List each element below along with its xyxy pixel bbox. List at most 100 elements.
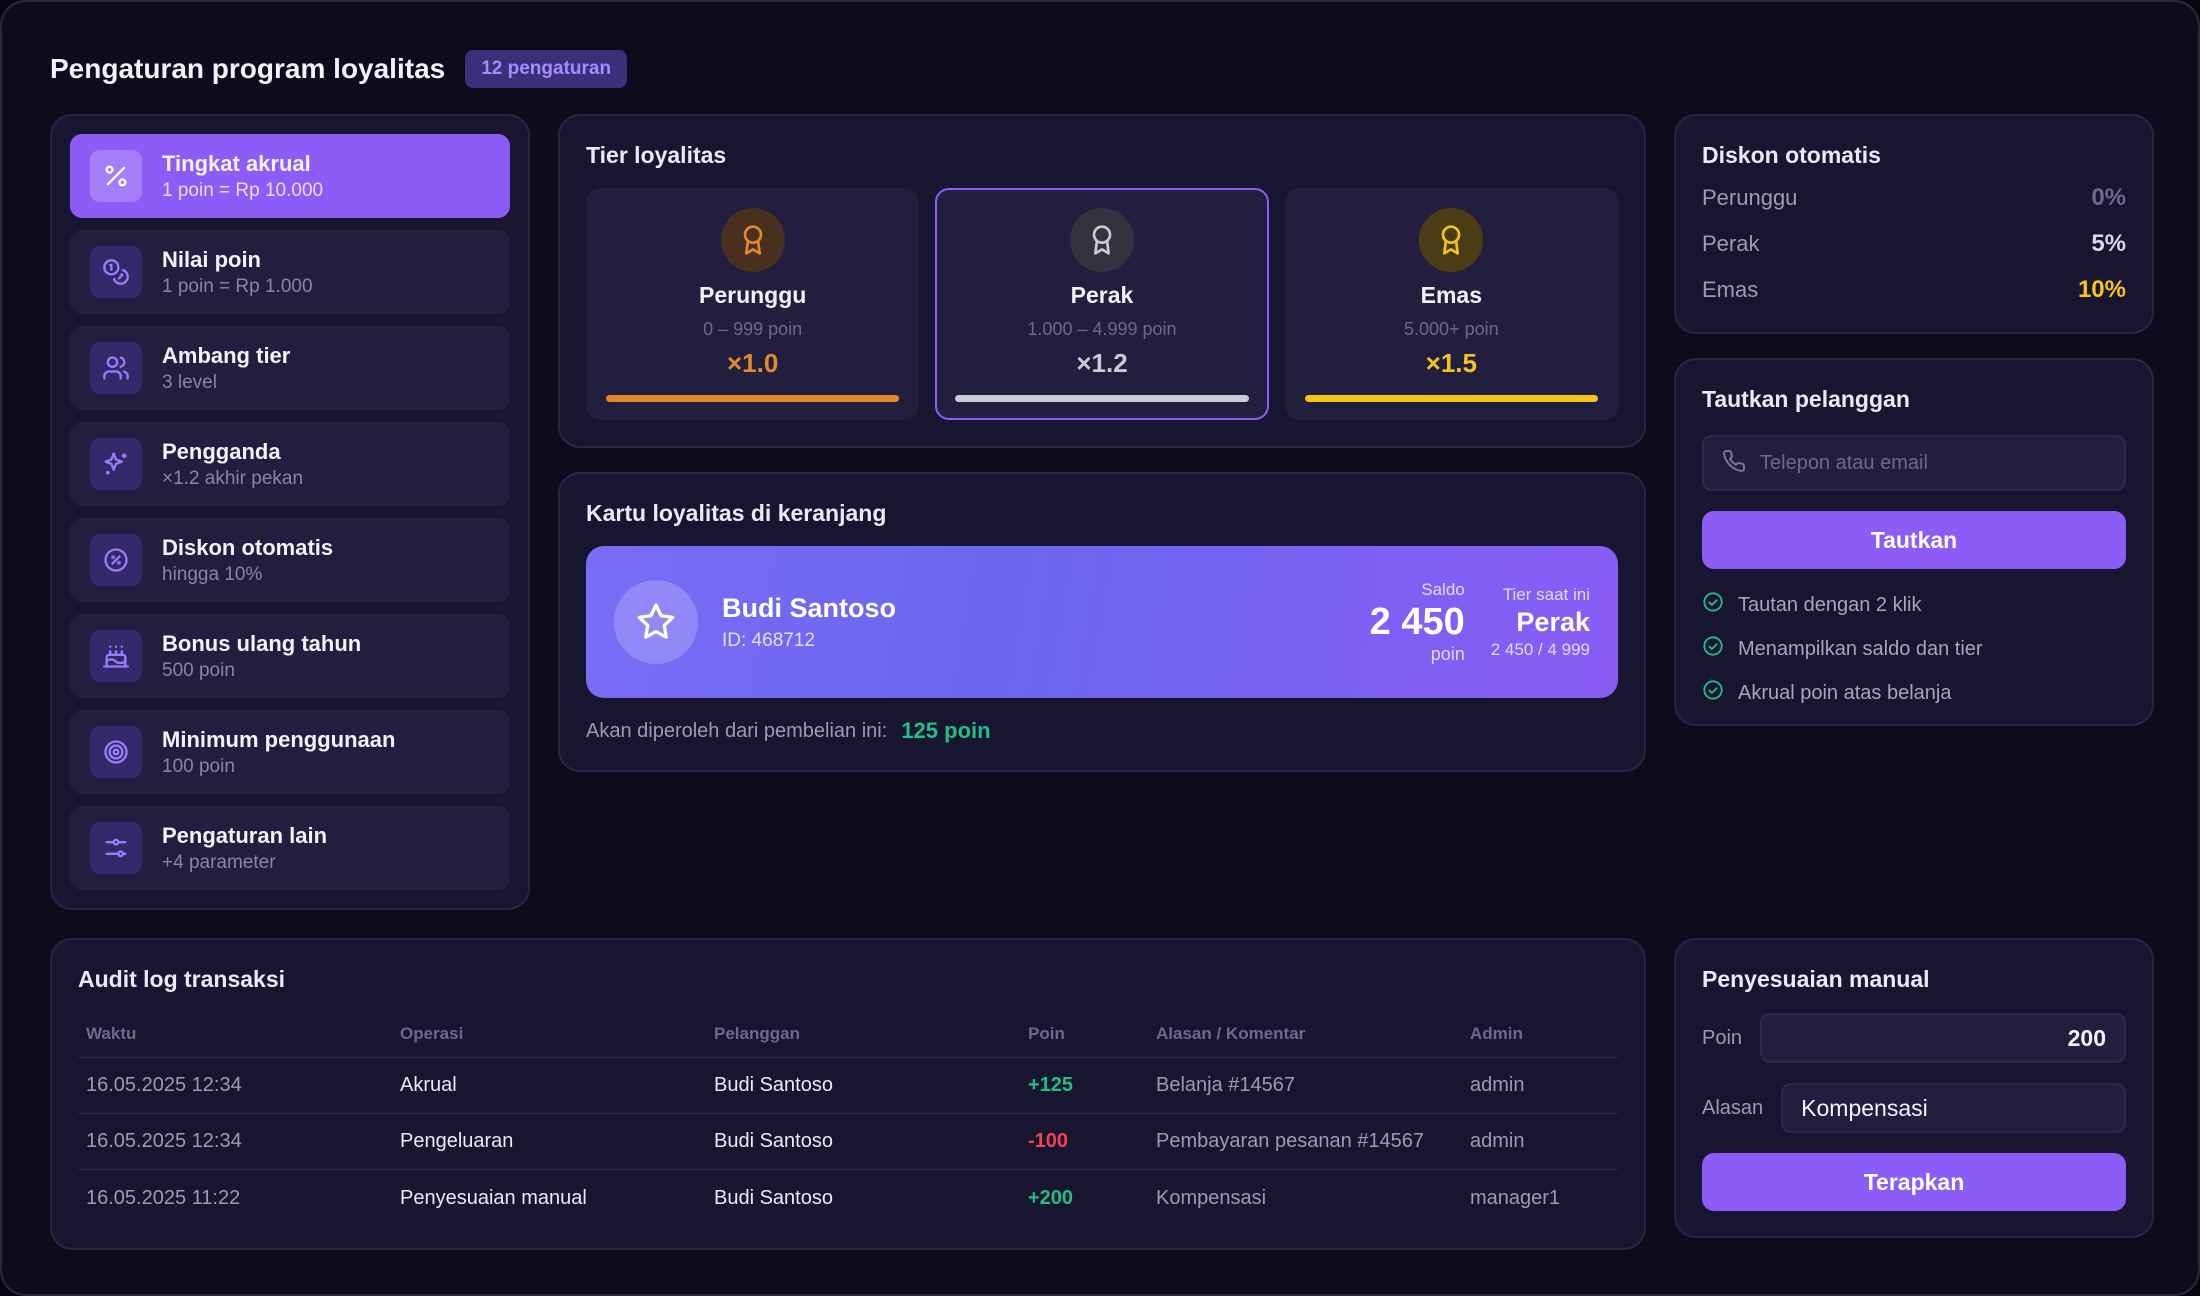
cell-points: -100	[1028, 1130, 1069, 1152]
sidebar-item-other-settings[interactable]: Pengaturan lain +4 parameter	[70, 806, 510, 890]
sidebar-item-label: Pengaturan lain	[162, 822, 328, 848]
auto-discount-card: Diskon otomatis Perunggu 0% Perak 5% Ema…	[1674, 114, 2154, 334]
column-header[interactable]: Operasi	[400, 1023, 464, 1043]
coins-icon	[90, 246, 142, 298]
tier-color-bar	[606, 395, 900, 402]
current-tier-label: Tier saat ini	[1502, 584, 1590, 604]
sidebar-item-sub: hingga 10%	[162, 563, 263, 585]
reason-input[interactable]	[1781, 1083, 2126, 1133]
cell-points: +200	[1028, 1186, 1074, 1209]
reason-label: Alasan	[1702, 1096, 1764, 1119]
sidebar-item-minimum-redemption[interactable]: Minimum penggunaan 100 poin	[70, 710, 510, 794]
sidebar-item-accrual-rate[interactable]: Tingkat akrual 1 poin = Rp 10.000	[70, 134, 510, 218]
earn-label: Akan diperoleh dari pembelian ini:	[586, 719, 888, 742]
cell-time: 16.05.2025 12:34	[86, 1130, 242, 1152]
audit-table: Waktu Operasi Pelanggan Poin Alasan / Ko…	[78, 1010, 1618, 1226]
table-row[interactable]: 16.05.2025 12:34 Pengeluaran Budi Santos…	[78, 1114, 1618, 1170]
reason-field-row: Alasan	[1702, 1083, 2126, 1133]
cart-card-title: Kartu loyalitas di keranjang	[586, 500, 887, 526]
column-header[interactable]: Waktu	[86, 1023, 137, 1043]
check-item: Menampilkan saldo dan tier	[1702, 627, 2126, 671]
manual-title: Penyesuaian manual	[1702, 966, 1930, 992]
discount-tier-name: Perunggu	[1702, 185, 1798, 210]
points-balance: Saldo 2 450 poin	[1370, 580, 1465, 665]
check-item-label: Akrual poin atas belanja	[1738, 681, 1952, 704]
points-input[interactable]	[1760, 1013, 2126, 1063]
balance-label: Saldo	[1421, 579, 1465, 599]
earn-points: 125 poin	[901, 718, 991, 743]
column-header[interactable]: Pelanggan	[714, 1023, 800, 1043]
customer-name: Budi Santoso	[722, 592, 896, 623]
cell-customer: Budi Santoso	[714, 1074, 833, 1096]
column-header[interactable]: Admin	[1470, 1023, 1523, 1043]
loyalty-card-banner[interactable]: Budi Santoso ID: 468712 Saldo 2 450 poin…	[586, 546, 1618, 698]
sidebar-item-sub: 1 poin = Rp 10.000	[162, 179, 324, 201]
cell-reason: Kompensasi	[1156, 1186, 1267, 1209]
phone-email-input[interactable]	[1760, 451, 2106, 475]
discount-tier-name: Emas	[1702, 277, 1759, 302]
sidebar-item-label: Tingkat akrual	[162, 150, 311, 176]
tier-name: Perak	[1070, 282, 1134, 308]
settings-count-badge: 12 pengaturan	[465, 50, 628, 88]
sidebar-item-auto-discount[interactable]: Diskon otomatis hingga 10%	[70, 518, 510, 602]
table-row[interactable]: 16.05.2025 11:22 Penyesuaian manual Budi…	[78, 1170, 1618, 1226]
cell-time: 16.05.2025 11:22	[86, 1186, 241, 1209]
manual-adjustment-card: Penyesuaian manual Poin Alasan Terapkan	[1674, 938, 2154, 1238]
cell-operation: Pengeluaran	[400, 1130, 514, 1152]
cell-reason: Pembayaran pesanan #14567	[1156, 1130, 1424, 1152]
loyalty-tiers-card: Tier loyalitas Perunggu 0 – 999 poin ×1.…	[558, 114, 1646, 448]
tier-card-gold[interactable]: Emas 5.000+ poin ×1.5	[1284, 188, 1618, 420]
phone-icon	[1722, 449, 1746, 478]
customer-id: ID: 468712	[722, 629, 815, 651]
sidebar-item-sub: 500 poin	[162, 659, 235, 681]
column-header[interactable]: Poin	[1028, 1023, 1065, 1043]
cart-loyalty-card: Kartu loyalitas di keranjang Budi Santos…	[558, 472, 1646, 772]
tier-progress: 2 450 / 4 999	[1490, 639, 1590, 659]
earn-summary: Akan diperoleh dari pembelian ini: 125 p…	[586, 718, 991, 744]
star-icon	[614, 580, 698, 664]
check-item-label: Menampilkan saldo dan tier	[1738, 637, 1983, 660]
cell-operation: Penyesuaian manual	[400, 1186, 587, 1209]
tier-range: 5.000+ poin	[1404, 319, 1499, 339]
settings-sidebar: Tingkat akrual 1 poin = Rp 10.000 Nilai …	[50, 114, 530, 910]
apply-button[interactable]: Terapkan	[1702, 1153, 2126, 1211]
tier-card-bronze[interactable]: Perunggu 0 – 999 poin ×1.0	[586, 188, 920, 420]
tier-name: Perunggu	[698, 282, 807, 308]
balance-value: 2 450	[1369, 600, 1465, 643]
tier-range: 0 – 999 poin	[703, 319, 803, 339]
phone-email-field[interactable]	[1702, 435, 2126, 491]
sidebar-item-label: Bonus ulang tahun	[162, 630, 362, 656]
sidebar-item-multiplier[interactable]: Pengganda ×1.2 akhir pekan	[70, 422, 510, 506]
sidebar-item-sub: 100 poin	[162, 755, 235, 777]
cell-points: +125	[1028, 1074, 1074, 1096]
sidebar-item-label: Minimum penggunaan	[162, 726, 396, 752]
sidebar-item-point-value[interactable]: Nilai poin 1 poin = Rp 1.000	[70, 230, 510, 314]
cell-admin: admin	[1470, 1074, 1525, 1096]
audit-title: Audit log transaksi	[78, 966, 286, 992]
column-header[interactable]: Alasan / Komentar	[1156, 1023, 1306, 1043]
check-item: Akrual poin atas belanja	[1702, 671, 2126, 715]
tier-multiplier: ×1.2	[1076, 348, 1128, 378]
sliders-icon	[90, 822, 142, 874]
tier-color-bar	[1304, 395, 1598, 402]
link-customer-button[interactable]: Tautkan	[1702, 511, 2126, 569]
discount-value: 10%	[2077, 276, 2126, 303]
sparkles-icon	[90, 438, 142, 490]
table-row[interactable]: 16.05.2025 12:34 Akrual Budi Santoso +12…	[78, 1058, 1618, 1114]
check-item-label: Tautan dengan 2 klik	[1738, 593, 1922, 616]
sidebar-item-label: Diskon otomatis	[162, 534, 334, 560]
tier-color-bar	[955, 395, 1249, 402]
cell-time: 16.05.2025 12:34	[86, 1074, 242, 1096]
sidebar-item-birthday-bonus[interactable]: Bonus ulang tahun 500 poin	[70, 614, 510, 698]
audit-log-card: Audit log transaksi Waktu Operasi Pelang…	[50, 938, 1646, 1250]
table-header-row: Waktu Operasi Pelanggan Poin Alasan / Ko…	[78, 1010, 1618, 1058]
medal-icon	[1419, 208, 1484, 272]
feature-checklist: Tautan dengan 2 klik Menampilkan saldo d…	[1702, 583, 2126, 715]
discount-value: 5%	[2091, 230, 2126, 257]
check-circle-icon	[1702, 635, 1724, 663]
tier-card-silver[interactable]: Perak 1.000 – 4.999 poin ×1.2	[935, 188, 1269, 420]
current-tier: Tier saat ini Perak 2 450 / 4 999	[1491, 585, 1590, 660]
cell-admin: manager1	[1470, 1186, 1561, 1209]
sidebar-item-tier-threshold[interactable]: Ambang tier 3 level	[70, 326, 510, 410]
